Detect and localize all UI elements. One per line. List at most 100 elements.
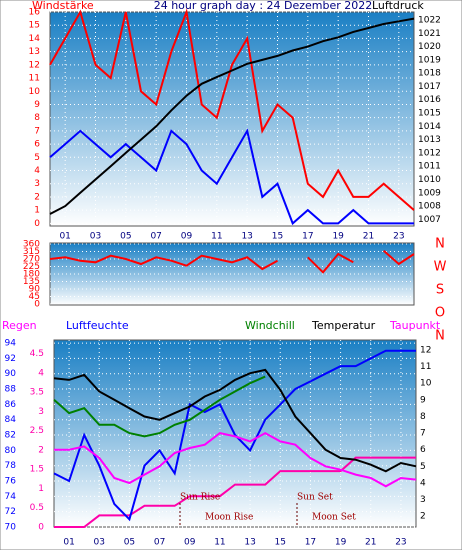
y-tick-label: 180 xyxy=(23,270,40,280)
chart-title: 24 hour graph day : 24 Dezember 2022 xyxy=(154,0,373,12)
y-tick-label: 13 xyxy=(29,47,40,57)
y-tick-label: 9 xyxy=(34,100,40,110)
x-tick-label: 13 xyxy=(241,232,252,242)
y-tick-label: 1012 xyxy=(418,148,441,158)
y-tick-label: 315 xyxy=(23,247,40,257)
y-tick-label: 0 xyxy=(34,300,40,310)
x-tick-label: 05 xyxy=(120,232,131,242)
x-tick-label: 11 xyxy=(211,232,222,242)
y-tick-label: 1010 xyxy=(418,175,441,185)
y-tick-label: 80 xyxy=(5,446,17,456)
y-tick-label: 76 xyxy=(5,477,17,487)
y-tick-label: 70 xyxy=(5,523,17,533)
y-tick-label: 14 xyxy=(29,34,41,44)
y-tick-label: 10 xyxy=(420,379,432,389)
x-tick-label: 01 xyxy=(59,232,70,242)
y-tick-label: 2 xyxy=(34,192,40,202)
legend-label: Taupunkt xyxy=(389,319,441,332)
y-tick-label: 1009 xyxy=(418,188,441,198)
series-line xyxy=(49,249,415,274)
y-tick-label: N xyxy=(435,237,445,252)
y-tick-label: 1008 xyxy=(418,202,441,212)
y-tick-label: 11 xyxy=(420,362,431,372)
y-tick-label: 1022 xyxy=(418,15,441,25)
y-tick-label: 7 xyxy=(420,429,426,439)
series-line xyxy=(49,128,414,226)
y-tick-label: 11 xyxy=(29,74,40,84)
y-tick-label: 4 xyxy=(420,478,426,488)
y-tick-label: 1020 xyxy=(418,42,441,52)
x-tick-label: 23 xyxy=(395,538,406,548)
y-tick-label: 1011 xyxy=(418,162,441,172)
annotation: Sun Rise xyxy=(180,493,220,503)
y-tick-label: 135 xyxy=(23,277,40,287)
y-tick-label: 225 xyxy=(23,262,40,272)
y-tick-label: 78 xyxy=(5,461,17,471)
y-tick-label: 5 xyxy=(420,462,426,472)
y-tick-label: 1018 xyxy=(418,69,441,79)
series-line xyxy=(53,375,266,438)
x-tick-label: 23 xyxy=(393,232,404,242)
y2-label: Luftdruck xyxy=(372,0,424,12)
annotation: Moon Rise xyxy=(205,513,253,523)
x-tick-label: 13 xyxy=(244,538,255,548)
y-tick-label: 0 xyxy=(38,523,44,533)
y-tick-label: 12 xyxy=(420,345,431,355)
series-line xyxy=(49,8,415,211)
x-tick-label: 03 xyxy=(90,232,101,242)
y-tick-label: 0.5 xyxy=(30,503,44,513)
legend-label: Luftfeuchte xyxy=(66,319,129,332)
y-tick-label: 6 xyxy=(34,140,40,150)
y-tick-label: 2.5 xyxy=(30,426,44,436)
y-tick-label: 4 xyxy=(38,368,44,378)
x-tick-label: 17 xyxy=(302,232,313,242)
y-tick-label: 1 xyxy=(38,484,44,494)
y-tick-label: 45 xyxy=(29,292,40,302)
y-tick-label: 1007 xyxy=(418,215,441,225)
x-tick-label: 19 xyxy=(335,538,347,548)
y-tick-label: O xyxy=(435,306,445,321)
y-tick-label: 86 xyxy=(5,400,17,410)
y-tick-label: 3 xyxy=(38,407,44,417)
x-tick-label: 09 xyxy=(184,538,196,548)
y-tick-label: 270 xyxy=(23,255,40,265)
y-tick-label: 7 xyxy=(34,126,40,136)
plot-area xyxy=(49,242,415,306)
y-tick-label: 8 xyxy=(34,113,40,123)
y-tick-label: 92 xyxy=(5,354,16,364)
legend-label: Windchill xyxy=(245,319,295,332)
y-tick-label: 1013 xyxy=(418,135,441,145)
series-line xyxy=(49,17,415,215)
y-tick-label: 6 xyxy=(420,445,426,455)
x-tick-label: 17 xyxy=(305,538,316,548)
y-tick-label: 90 xyxy=(5,369,17,379)
x-tick-label: 01 xyxy=(63,538,74,548)
series-line xyxy=(54,456,416,528)
y-tick-label: 0 xyxy=(34,219,40,229)
y-tick-label: 10 xyxy=(29,87,41,97)
y-tick-label: 90 xyxy=(29,285,41,295)
y-tick-label: N xyxy=(435,329,445,344)
y-tick-label: 8 xyxy=(420,412,426,422)
y-tick-label: 2 xyxy=(420,512,426,522)
y-tick-label: 3 xyxy=(34,179,40,189)
x-tick-label: 21 xyxy=(365,538,376,548)
y-tick-label: 3.5 xyxy=(30,388,44,398)
x-tick-label: 05 xyxy=(124,538,135,548)
y-tick-label: 360 xyxy=(23,240,40,250)
y-tick-label: 15 xyxy=(29,21,40,31)
y-tick-label: 1015 xyxy=(418,109,441,119)
y-tick-label: 1 xyxy=(34,206,40,216)
y-tick-label: 1017 xyxy=(418,82,441,92)
y-tick-label: 84 xyxy=(5,415,17,425)
y-tick-label: 5 xyxy=(34,153,40,163)
x-tick-label: 19 xyxy=(332,232,344,242)
x-tick-label: 11 xyxy=(214,538,225,548)
x-tick-label: 07 xyxy=(150,232,161,242)
y-tick-label: 1014 xyxy=(418,122,441,132)
y-tick-label: 1.5 xyxy=(30,465,44,475)
x-tick-label: 09 xyxy=(181,232,193,242)
y-tick-label: 2 xyxy=(38,445,44,455)
y-tick-label: 12 xyxy=(29,60,40,70)
